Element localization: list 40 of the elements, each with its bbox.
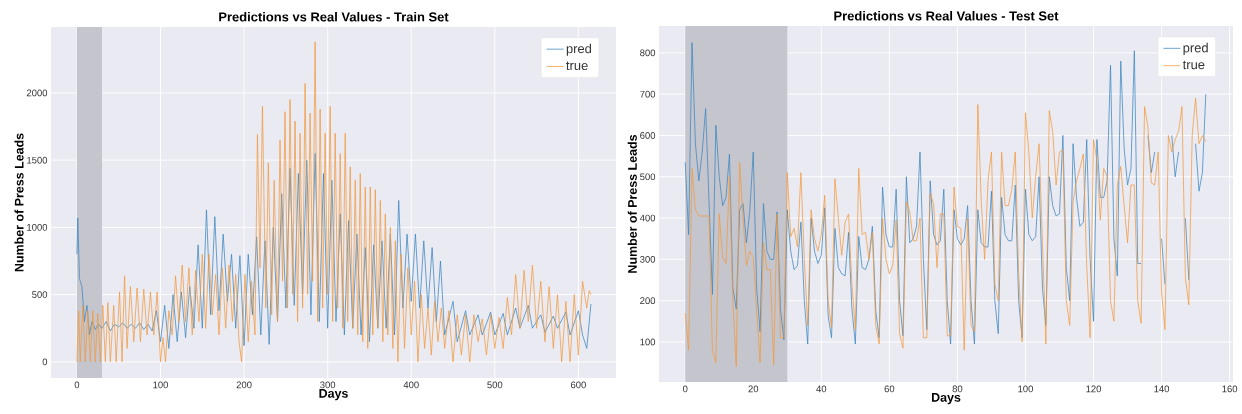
x-tick-label: 0 <box>682 385 688 393</box>
x-tick-label: 0 <box>74 381 80 389</box>
y-tick-label: 600 <box>640 132 656 139</box>
chart-title: Predictions vs Real Values - Train Set <box>219 11 449 22</box>
y-axis-title: Number of Press Leads <box>627 134 637 273</box>
y-tick-label: 0 <box>42 358 48 366</box>
x-tick-label: 160 <box>1222 385 1238 393</box>
y-tick-label: 500 <box>32 291 48 298</box>
x-tick-label: 300 <box>320 381 336 389</box>
x-tick-label: 100 <box>1018 385 1033 393</box>
x-tick-label: 80 <box>952 385 963 393</box>
y-tick-label: 1000 <box>27 224 48 231</box>
y-tick-label: 400 <box>639 214 656 222</box>
y-tick-label: 200 <box>640 297 656 304</box>
x-axis-title: Days <box>319 389 348 401</box>
x-tick-label: 400 <box>403 381 419 389</box>
y-tick-label: 1500 <box>27 156 48 164</box>
legend-label: true <box>1182 60 1205 70</box>
y-tick-label: 500 <box>640 173 656 181</box>
legend-label: pred <box>566 43 592 56</box>
legend-label: pred <box>1183 42 1208 55</box>
x-tick-label: 100 <box>153 381 169 389</box>
x-tick-label: 200 <box>236 381 252 389</box>
y-tick-label: 2000 <box>26 89 48 97</box>
x-axis-title: Days <box>931 393 961 405</box>
y-axis-title: Number of Press Leads <box>14 133 24 272</box>
legend-label: true <box>566 61 588 71</box>
y-tick-label: 700 <box>640 90 656 98</box>
x-tick-label: 60 <box>884 385 895 393</box>
x-tick-label: 600 <box>570 381 586 389</box>
x-tick-label: 20 <box>748 385 759 393</box>
x-tick-label: 40 <box>816 385 827 393</box>
y-tick-label: 800 <box>640 49 656 57</box>
chart-title: Predictions vs Real Values - Test Set <box>834 10 1059 21</box>
y-tick-label: 300 <box>640 255 656 263</box>
x-tick-label: 500 <box>487 381 503 389</box>
x-tick-label: 120 <box>1086 385 1102 393</box>
y-tick-label: 100 <box>640 338 656 346</box>
x-tick-label: 140 <box>1154 385 1170 393</box>
line-series <box>76 41 592 363</box>
